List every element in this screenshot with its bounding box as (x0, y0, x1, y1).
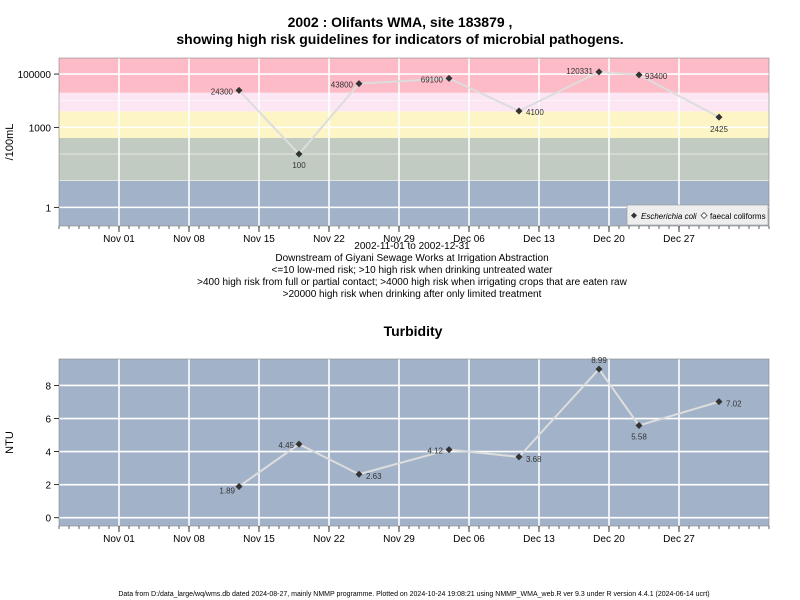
y-tick-label: 6 (45, 415, 51, 426)
data-label: 24300 (211, 87, 234, 96)
data-point (355, 470, 363, 478)
x-tick-label: Nov 01 (103, 534, 135, 545)
data-label: 69100 (421, 75, 444, 84)
chart1-site-description: Downstream of Giyani Sewage Works at Irr… (275, 253, 548, 264)
data-point (635, 71, 643, 79)
chart1-title: 2002 : Olifants WMA, site 183879 , (288, 14, 513, 30)
data-label: 5.58 (631, 432, 647, 441)
x-tick-label: Dec 20 (593, 534, 625, 545)
footer-note: Data from D:/data_large/wq/wms.db dated … (118, 591, 709, 598)
x-tick-label: Nov 22 (313, 234, 345, 245)
data-point (595, 68, 603, 76)
y-tick-label: 2 (45, 481, 51, 492)
y-tick-label: 8 (45, 381, 51, 392)
chart-legend: Escherichia coli faecal coliforms (626, 204, 769, 226)
x-tick-label: Nov 15 (243, 234, 275, 245)
x-tick-label: Nov 22 (313, 534, 345, 545)
x-tick-label: Dec 27 (663, 234, 695, 245)
risk-band (59, 92, 769, 112)
y-tick-label: 1000 (29, 123, 52, 134)
data-point (515, 107, 523, 115)
chart1-risk-note-1: <=10 low-med risk; >10 high risk when dr… (272, 265, 554, 276)
plot-background (59, 359, 769, 526)
x-tick-label: Dec 06 (453, 234, 485, 245)
y-axis-label: NTU (4, 431, 16, 454)
x-tick-label: Dec 06 (453, 534, 485, 545)
x-tick-label: Nov 01 (103, 234, 135, 245)
data-point (355, 80, 363, 88)
data-point (635, 421, 643, 429)
microbial-chart: Nov 01 Nov 08 Nov 15 Nov 22 Nov 29 Dec 06 Dec … (4, 57, 770, 245)
turbidity-chart: Nov 01 Nov 08 Nov 15 Nov 22 Nov 29 Dec 06 Dec … (4, 356, 770, 545)
risk-band (59, 137, 769, 181)
data-label: 8.99 (591, 356, 607, 365)
x-tick-label: Nov 15 (243, 534, 275, 545)
legend-marker-faecal (700, 212, 708, 219)
data-point (445, 446, 453, 454)
data-point (515, 453, 523, 461)
chart1-risk-note-2: >400 high risk from full or partial cont… (197, 277, 627, 288)
data-point (235, 482, 243, 490)
data-label: 4100 (526, 108, 544, 117)
data-point (595, 365, 603, 373)
data-point (295, 150, 303, 158)
plot-frame (58, 57, 770, 227)
legend-label-ecoli: Escherichia coli (641, 212, 697, 221)
y-tick-label: 1 (45, 203, 51, 214)
chart1-title-line2: showing high risk guidelines for indicat… (176, 31, 623, 47)
data-label: 4.45 (278, 441, 294, 450)
x-tick-label: Nov 08 (173, 534, 205, 545)
x-tick-label: Dec 27 (663, 534, 695, 545)
data-point (715, 398, 723, 406)
data-label: 43800 (331, 81, 354, 90)
chart1-risk-note-3: >20000 high risk when drinking after onl… (283, 289, 542, 300)
x-tick-label: Nov 29 (383, 234, 415, 245)
y-tick-label: 4 (45, 448, 51, 459)
x-tick-label: Dec 13 (523, 234, 555, 245)
risk-band (59, 58, 769, 93)
series-line (238, 70, 720, 156)
y-tick-label: 0 (45, 514, 51, 525)
data-label: 2425 (710, 125, 728, 134)
data-label: 1.89 (219, 486, 235, 495)
x-tick-label: Dec 13 (523, 534, 555, 545)
data-label: 93400 (645, 72, 668, 81)
risk-band (59, 111, 769, 138)
chart1-date-range: 2002-11-01 to 2002-12-31 (354, 241, 470, 252)
data-label: 7.02 (726, 400, 742, 409)
data-label: 100 (292, 161, 306, 170)
legend-box (626, 204, 769, 226)
data-point (235, 86, 243, 94)
series-line (238, 367, 720, 488)
data-label: 3.68 (526, 455, 542, 464)
data-point (715, 113, 723, 121)
data-label: 2.63 (366, 472, 382, 481)
chart2-title: Turbidity (384, 323, 443, 339)
x-tick-label: Nov 29 (383, 534, 415, 545)
y-axis-label: /100mL (4, 124, 16, 161)
data-label: 4.12 (427, 447, 443, 456)
x-tick-label: Dec 20 (593, 234, 625, 245)
data-label: 120331 (566, 67, 593, 76)
x-tick-label: Nov 08 (173, 234, 205, 245)
legend-marker-ecoli (631, 212, 637, 219)
data-point (445, 74, 453, 82)
plot-frame (58, 358, 770, 527)
y-tick-label: 100000 (18, 70, 52, 81)
legend-label-faecal: faecal coliforms (710, 212, 766, 221)
data-point (295, 440, 303, 448)
